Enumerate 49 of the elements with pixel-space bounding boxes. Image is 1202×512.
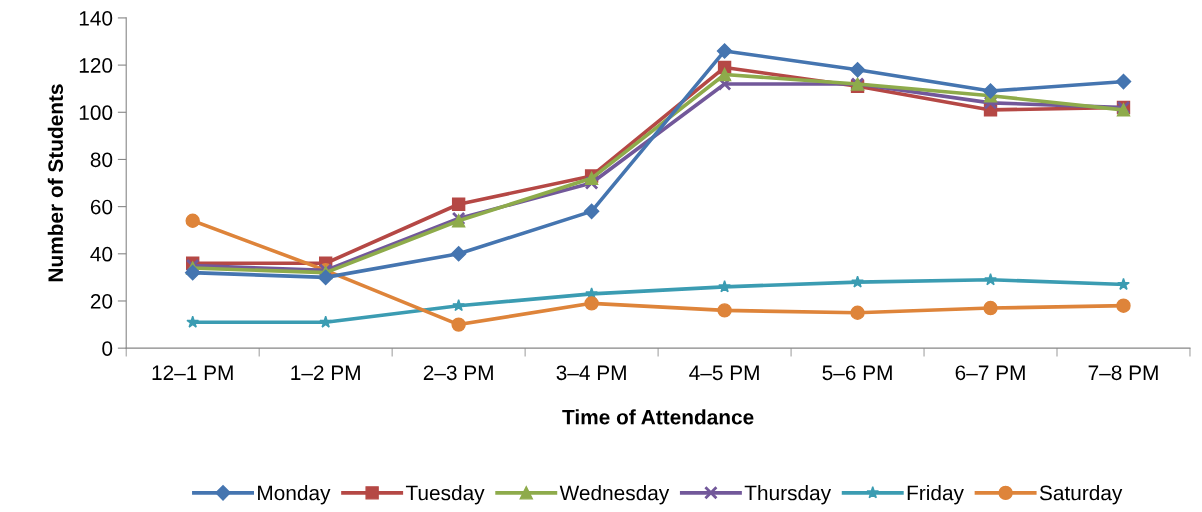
point	[450, 246, 467, 262]
point	[850, 305, 865, 320]
y-tick-label: 120	[79, 58, 113, 73]
y-tick-label: 100	[79, 105, 113, 121]
point	[184, 264, 201, 281]
x-tick-label: 6–7 PM	[955, 365, 1025, 381]
y-tick-label: 40	[90, 246, 113, 262]
point	[851, 275, 864, 288]
point	[451, 317, 466, 332]
point	[583, 203, 600, 220]
y-tick-label: 0	[102, 341, 113, 356]
point	[1117, 277, 1130, 291]
point	[452, 299, 466, 312]
y-axis-title: Number of Students	[47, 84, 64, 282]
point	[717, 303, 732, 318]
point	[584, 296, 599, 311]
x-tick-label: 1–2 PM	[291, 365, 360, 380]
x-axis-title: Time of Attendance	[562, 409, 754, 425]
point	[983, 300, 998, 316]
legend-label: Thursday	[744, 485, 832, 505]
point	[718, 280, 731, 293]
x-tick-label: 12–1 PM	[152, 365, 233, 380]
point	[185, 213, 200, 228]
x-tick-label: 7–8 PM	[1088, 365, 1158, 381]
legend-label: Wednesday	[559, 485, 670, 505]
x-tick-label: 3–4 PM	[556, 365, 626, 381]
legend-label: Tuesday	[405, 485, 485, 505]
point	[186, 315, 200, 328]
x-tick-label: 4–5 PM	[689, 365, 759, 381]
point	[451, 197, 466, 211]
point	[984, 273, 997, 286]
point	[584, 176, 599, 190]
legend-label: Saturday	[1039, 485, 1123, 505]
y-tick-label: 20	[90, 293, 113, 309]
point	[1115, 73, 1132, 90]
legend-label: Monday	[258, 485, 331, 505]
y-tick-label: 140	[79, 10, 113, 26]
point	[716, 43, 733, 59]
x-tick-label: 2–3 PM	[423, 365, 493, 381]
point	[717, 67, 732, 82]
point	[319, 315, 333, 328]
point	[982, 83, 999, 99]
x-tick-label: 5–6 PM	[822, 365, 892, 381]
y-tick-label: 80	[90, 152, 113, 168]
legend-label: Friday	[907, 485, 964, 505]
point	[983, 95, 998, 110]
y-tick-label: 60	[90, 199, 113, 215]
point	[849, 62, 866, 78]
point	[1116, 298, 1131, 313]
